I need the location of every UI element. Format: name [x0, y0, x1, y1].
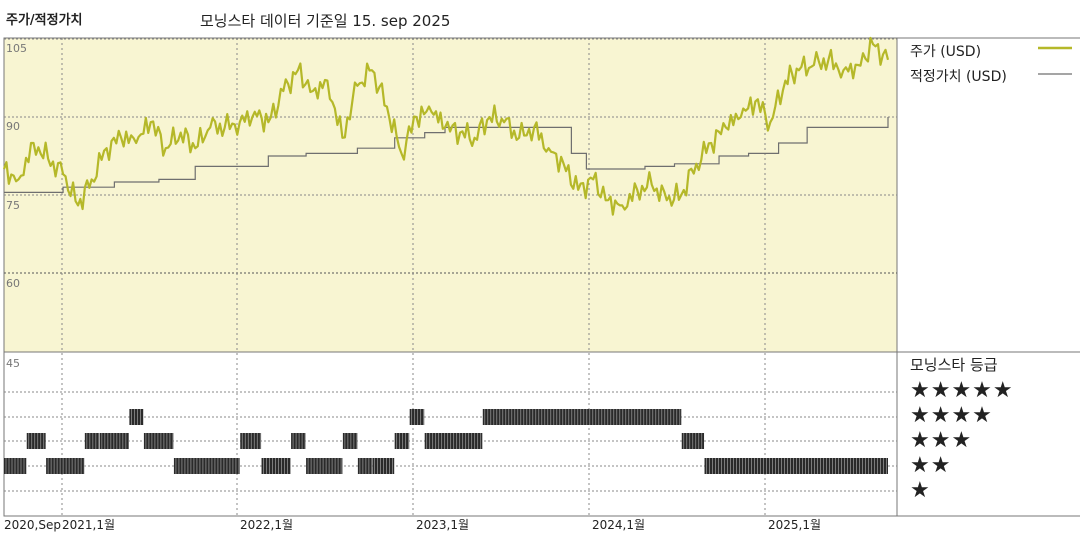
- rating-5-stars: ★★★★★: [910, 378, 1014, 403]
- x-tick-label: 2024,1월: [592, 518, 645, 532]
- rating-bar: [46, 458, 85, 474]
- rating-bar: [99, 433, 129, 449]
- rating-bar: [26, 433, 46, 449]
- rating-3-stars: ★★★: [910, 428, 973, 453]
- y-tick-label: 45: [6, 357, 20, 370]
- legend-fair-value-label: 적정가치 (USD): [910, 69, 1007, 85]
- data-source-date: 모닝스타 데이터 기준일 15. sep 2025: [200, 12, 451, 30]
- chart-panel-title: 주가/적정가치: [6, 13, 83, 28]
- y-tick-label: 75: [6, 199, 20, 212]
- x-tick-label: 2020,Sep: [4, 518, 61, 532]
- rating-1-star: ★: [910, 478, 931, 503]
- fair-value-line: [4, 117, 889, 193]
- rating-bar: [129, 409, 144, 425]
- legend-price-label: 주가 (USD): [910, 44, 982, 60]
- x-tick-label: 2025,1월: [768, 518, 821, 532]
- price-line: [2, 36, 890, 216]
- rating-bar: [482, 409, 682, 425]
- rating-bar: [357, 458, 372, 474]
- rating-4-stars: ★★★★: [910, 403, 993, 428]
- rating-2-stars: ★★: [910, 453, 952, 478]
- rating-bar: [261, 458, 291, 474]
- morningstar-rating-title: 모닝스타 등급: [910, 356, 998, 374]
- y-tick-label: 105: [6, 42, 27, 55]
- rating-bar: [173, 458, 240, 474]
- rating-bar: [240, 433, 262, 449]
- x-tick-label: 2021,1월: [62, 518, 115, 532]
- x-tick-label: 2023,1월: [416, 518, 469, 532]
- y-tick-label: 90: [6, 120, 20, 133]
- y-tick-label: 60: [6, 277, 20, 290]
- rating-bar: [143, 433, 174, 449]
- x-tick-label: 2022,1월: [240, 518, 293, 532]
- rating-bar: [306, 458, 343, 474]
